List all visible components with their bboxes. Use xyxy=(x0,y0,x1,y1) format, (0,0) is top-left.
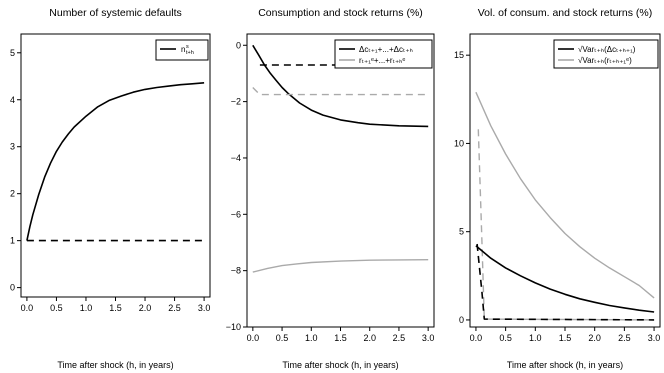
x-tick-label: 2.0 xyxy=(363,333,376,343)
legend-label-sub: t+h xyxy=(186,50,194,56)
x-tick-label: 3.0 xyxy=(648,333,661,343)
x-axis-label: Time after shock (h, in years) xyxy=(507,360,623,370)
legend: n st+h xyxy=(155,39,209,61)
legend-label: √Varₜ₊ₕ(Δcₜ₊ₕ₊₁) xyxy=(578,45,636,54)
x-tick-label: 3.0 xyxy=(198,303,211,313)
legend-label: n xyxy=(181,45,185,54)
y-tick-label: 0 xyxy=(236,40,241,50)
series-line-3 xyxy=(252,87,429,96)
y-tick-label: 0 xyxy=(459,315,464,325)
panel-1: Number of systemic defaults 0.0 0.5 1.0 1.5 2… xyxy=(10,7,211,370)
panel-title: Vol. of consum. and stock returns (%) xyxy=(478,7,653,19)
x-tick-label: 3.0 xyxy=(422,333,435,343)
y-tick-label: −8 xyxy=(231,266,241,276)
legend-label: Δcₜ₊₁+...+Δcₜ₊ₕ xyxy=(359,45,413,54)
x-axis-label: Time after shock (h, in years) xyxy=(282,360,398,370)
legend-box xyxy=(155,39,209,61)
y-tick-label: −10 xyxy=(226,322,241,332)
y-tick-label: −6 xyxy=(231,209,241,219)
legend-label-sup: s xyxy=(186,44,189,50)
x-tick-label: 1.0 xyxy=(305,333,318,343)
series-line-1 xyxy=(252,44,429,128)
y-tick-label: 3 xyxy=(10,142,15,152)
y-tick-label: 15 xyxy=(454,50,464,60)
y-tick-label: −2 xyxy=(231,97,241,107)
x-tick-label: 2.5 xyxy=(168,303,181,313)
x-tick-label: 1.5 xyxy=(109,303,122,313)
legend-box xyxy=(553,39,659,69)
y-tick-label: −4 xyxy=(231,153,241,163)
series-line-4 xyxy=(252,259,429,273)
series-line-2 xyxy=(477,129,655,321)
legend: Δcₜ₊₁+...+Δcₜ₊ₕ rₜ₊₁ᵉ+...+rₜ₊ₕᵉ xyxy=(334,39,433,69)
x-tick-label: 0.0 xyxy=(247,333,260,343)
legend-label: √Varₜ₊ₕ(rₜ₊ₕ₊₁ᵉ) xyxy=(578,56,632,65)
x-tick-label: 0.5 xyxy=(499,333,512,343)
x-tick-label: 0.5 xyxy=(50,303,63,313)
x-tick-label: 1.0 xyxy=(529,333,542,343)
x-tick-label: 2.0 xyxy=(139,303,152,313)
y-tick-label: 5 xyxy=(10,48,15,58)
panel-2: Consumption and stock returns (%) 0.0 0.5 1… xyxy=(226,7,435,370)
x-tick-label: 0.0 xyxy=(470,333,483,343)
y-tick-label: 2 xyxy=(10,189,15,199)
y-tick-label: 5 xyxy=(459,227,464,237)
legend: √Varₜ₊ₕ(Δcₜ₊ₕ₊₁) √Varₜ₊ₕ(rₜ₊ₕ₊₁ᵉ) xyxy=(553,39,659,69)
x-tick-label: 2.5 xyxy=(393,333,406,343)
y-tick-label: 1 xyxy=(10,236,15,246)
x-tick-label: 1.5 xyxy=(334,333,347,343)
series-line-1 xyxy=(475,91,655,299)
legend-box xyxy=(334,39,433,69)
series-line-1 xyxy=(26,82,205,241)
x-tick-label: 2.0 xyxy=(588,333,601,343)
y-tick-label: 4 xyxy=(10,95,15,105)
x-tick-label: 2.5 xyxy=(618,333,631,343)
legend-label: rₜ₊₁ᵉ+...+rₜ₊ₕᵉ xyxy=(359,56,405,65)
y-tick-label: 10 xyxy=(454,138,464,148)
x-tick-label: 1.0 xyxy=(80,303,93,313)
x-tick-label: 0.0 xyxy=(21,303,34,313)
series-line-3 xyxy=(475,245,655,313)
plot-frame xyxy=(469,33,661,328)
panel-title: Number of systemic defaults xyxy=(49,7,181,19)
panel-3: Vol. of consum. and stock returns (%) 0.0… xyxy=(454,7,661,370)
x-tick-label: 0.5 xyxy=(276,333,289,343)
x-tick-label: 1.5 xyxy=(559,333,572,343)
panel-title: Consumption and stock returns (%) xyxy=(258,7,423,19)
y-tick-label: 0 xyxy=(10,283,15,293)
series-line-4 xyxy=(476,243,655,321)
x-axis-label: Time after shock (h, in years) xyxy=(57,360,173,370)
